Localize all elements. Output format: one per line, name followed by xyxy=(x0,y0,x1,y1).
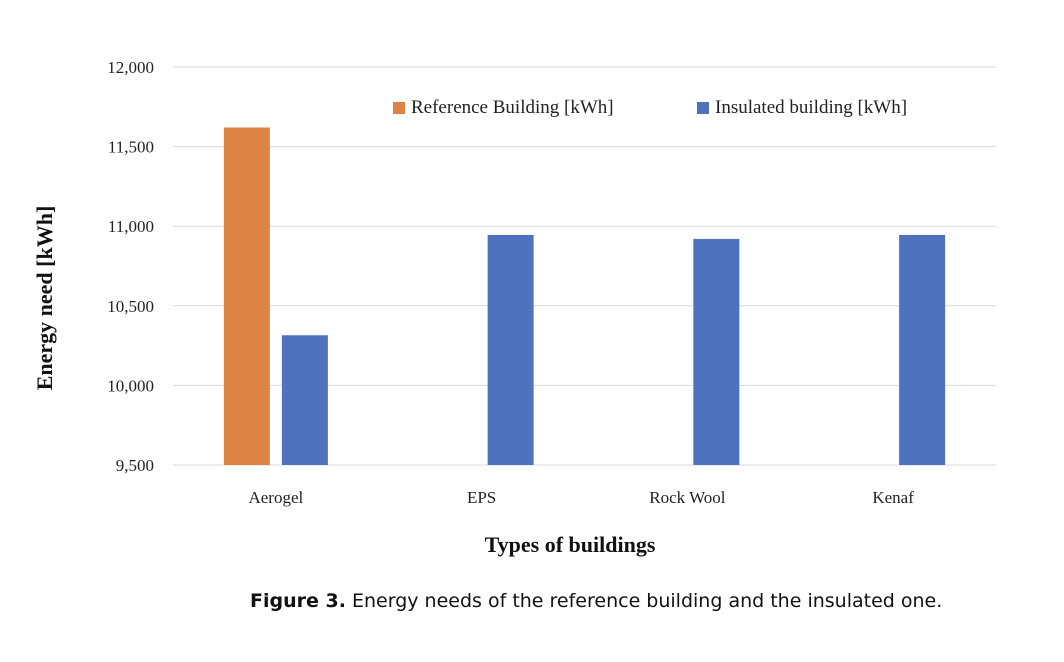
bar-kenaf-series-2 xyxy=(899,234,946,465)
caption-label: Figure 3. xyxy=(250,590,346,612)
x-axis-title: Types of buildings xyxy=(485,532,656,557)
y-axis-ticks: 9,500 10,000 10,500 11,000 11,500 12,000 xyxy=(107,58,154,475)
y-axis-title: Energy need [kWh] xyxy=(32,206,57,391)
bar-chart: 9,500 10,000 10,500 11,000 11,500 12,000 Aero… xyxy=(32,58,996,557)
y-tick-label: 9,500 xyxy=(116,456,154,475)
x-tick-label: Aerogel xyxy=(248,488,303,507)
y-tick-label: 11,500 xyxy=(108,138,154,157)
y-tick-label: 12,000 xyxy=(107,58,154,77)
bar-rock-wool-series-2 xyxy=(693,238,740,465)
bar-aerogel-series-1 xyxy=(223,127,270,465)
legend: Reference Building [kWh] Insulated buildi… xyxy=(393,97,907,118)
y-tick-label: 10,500 xyxy=(107,297,154,316)
bar-aerogel-series-2 xyxy=(281,335,328,465)
figure-caption: Figure 3. Energy needs of the reference … xyxy=(250,590,1030,612)
legend-label: Reference Building [kWh] xyxy=(411,97,614,118)
caption-text: Energy needs of the reference building a… xyxy=(351,590,943,612)
x-tick-label: Kenaf xyxy=(872,488,914,507)
x-axis-ticks: Aerogel EPS Rock Wool Kenaf xyxy=(248,488,914,507)
legend-label: Insulated building [kWh] xyxy=(715,97,907,118)
legend-swatch xyxy=(697,102,709,114)
bars xyxy=(223,127,946,465)
y-tick-label: 11,000 xyxy=(108,217,154,236)
y-tick-label: 10,000 xyxy=(107,376,154,395)
bar-eps-series-2 xyxy=(487,234,534,465)
x-tick-label: EPS xyxy=(467,488,496,507)
x-tick-label: Rock Wool xyxy=(649,488,726,507)
legend-swatch xyxy=(393,102,405,114)
